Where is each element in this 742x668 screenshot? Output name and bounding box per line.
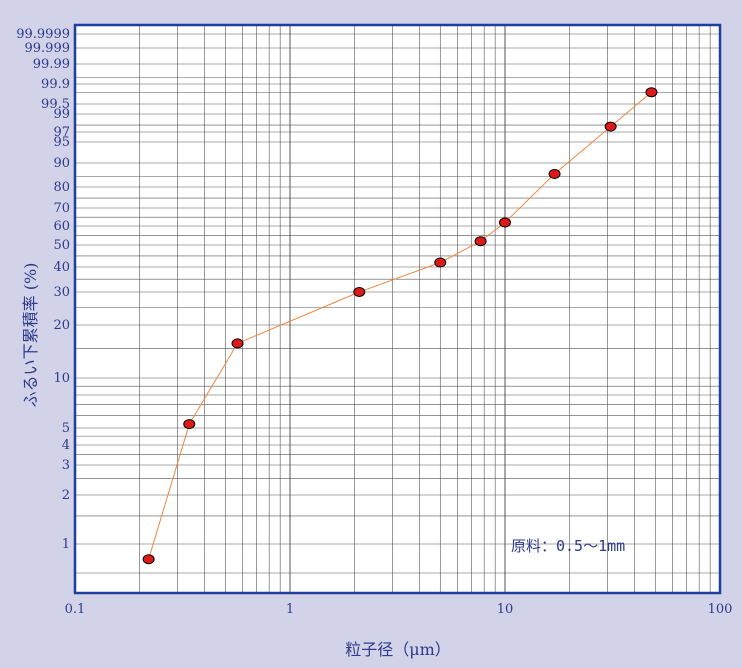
y-tick-label: 1 <box>62 537 70 552</box>
plot-frame <box>73 23 722 595</box>
data-point <box>645 87 658 98</box>
data-point <box>499 217 511 228</box>
y-tick-label: 99.9999 <box>16 27 70 42</box>
data-point <box>183 419 196 430</box>
x-tick-label: 1 <box>286 602 294 617</box>
y-tick-label: 95 <box>53 135 70 150</box>
y-tick-label: 4 <box>62 438 70 453</box>
data-point <box>231 338 244 349</box>
y-tick-label: 80 <box>53 180 70 195</box>
x-axis-title: 粒子径（μm） <box>345 640 451 659</box>
y-tick-label: 20 <box>53 318 70 333</box>
y-tick-label: 3 <box>62 458 70 473</box>
y-tick-label: 90 <box>53 156 70 171</box>
data-point <box>353 287 366 297</box>
y-tick-label: 70 <box>53 201 70 216</box>
plot-area <box>75 25 720 593</box>
y-tick-label: 5 <box>62 421 70 436</box>
y-tick-label: 99.5 <box>41 97 70 112</box>
y-tick-label: 99.999 <box>25 41 71 56</box>
grid-lines <box>74 25 720 593</box>
x-tick-label: 0.1 <box>65 602 86 617</box>
y-tick-label: 10 <box>53 371 70 386</box>
y-tick-label: 60 <box>53 219 70 234</box>
data-point <box>142 554 155 565</box>
y-tick-label: 2 <box>62 488 70 503</box>
data-point <box>604 121 617 132</box>
y-tick-label: 97 <box>53 125 70 140</box>
data-point <box>548 168 561 179</box>
y-tick-label: 50 <box>53 238 70 253</box>
y-tick-label: 40 <box>53 260 70 275</box>
y-tick-label: 30 <box>53 285 70 300</box>
data-points <box>142 87 658 565</box>
y-tick-label: 99.99 <box>33 57 70 72</box>
data-point <box>474 236 487 247</box>
y-axis-title: ふるい下累積率 (%) <box>21 263 40 408</box>
y-tick-label: 99.9 <box>41 77 70 92</box>
x-tick-label: 100 <box>708 602 733 617</box>
material-annotation: 原料：0.5～1mm <box>511 537 625 555</box>
y-tick-label: 99 <box>53 107 70 122</box>
x-tick-label: 10 <box>497 602 514 617</box>
series-line <box>148 91 652 560</box>
x-tick-labels: 0.1 1 10 100 <box>65 602 733 617</box>
data-point <box>434 257 447 268</box>
